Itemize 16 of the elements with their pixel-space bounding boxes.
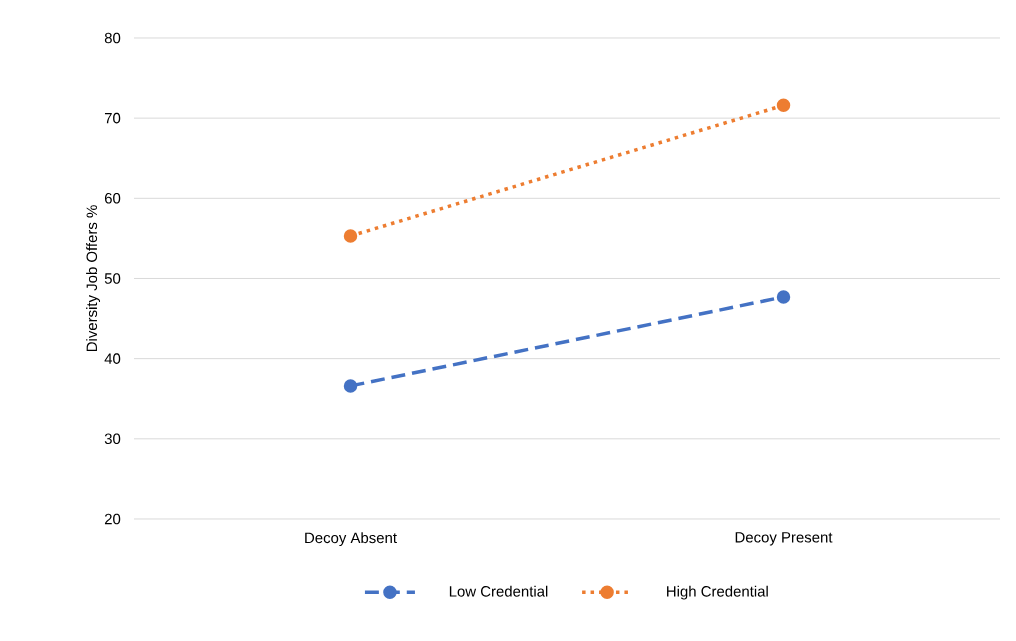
point bbox=[776, 290, 791, 304]
y-tick-label: 40 bbox=[104, 353, 121, 364]
point bbox=[343, 379, 358, 393]
y-axis-title: Diversity Job Offers % bbox=[86, 205, 101, 352]
x-tick-label: Decoy Absent bbox=[305, 532, 397, 547]
y-tick-label: 80 bbox=[104, 32, 121, 44]
point bbox=[343, 229, 358, 243]
y-tick-label: 30 bbox=[104, 433, 121, 445]
legend-label: Low Credential bbox=[449, 585, 548, 597]
y-tick-label: 20 bbox=[104, 513, 121, 525]
y-tick-label: 50 bbox=[104, 273, 121, 284]
y-tick-label: 60 bbox=[104, 193, 121, 204]
x-tick-label: Decoy Present bbox=[735, 532, 833, 546]
point bbox=[776, 98, 791, 113]
legend-label: High Credential bbox=[667, 585, 768, 600]
y-tick-label: 70 bbox=[104, 112, 121, 124]
